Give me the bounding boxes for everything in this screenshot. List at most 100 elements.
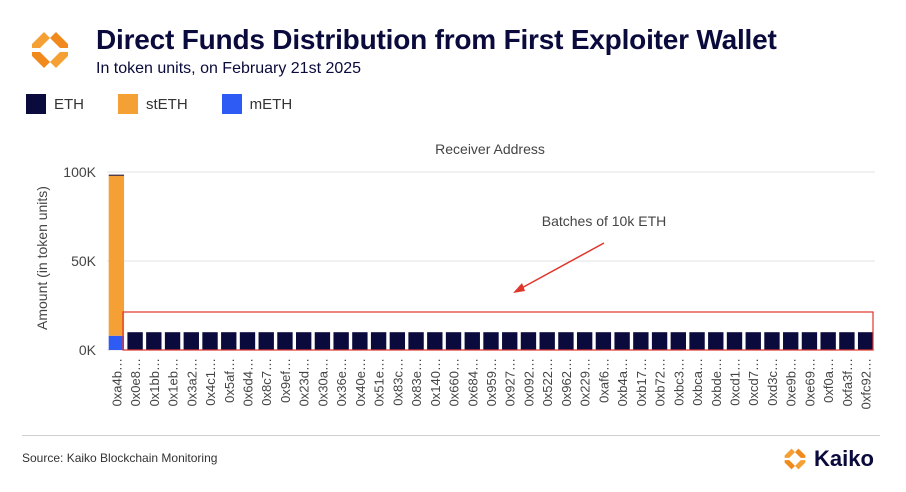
x-tick-label: 0x3a2… [184, 358, 199, 406]
legend-swatch-steth [118, 94, 138, 114]
bar-eth [857, 332, 874, 350]
x-tick-label: 0xcd7… [746, 358, 761, 406]
kaiko-brand-icon [784, 448, 806, 470]
bar-eth [576, 332, 593, 350]
bar-eth [820, 332, 836, 350]
x-tick-label: 0xf0a… [821, 358, 836, 403]
bar-eth [539, 332, 555, 350]
y-axis-label: Amount (in token units) [34, 186, 50, 330]
bar-eth [221, 332, 237, 350]
bar-eth [389, 332, 406, 350]
bar-eth [651, 332, 668, 350]
bar-eth [258, 332, 274, 350]
bar-eth [520, 332, 537, 350]
bar-eth [333, 332, 349, 350]
bar-eth [108, 174, 125, 176]
bars [108, 174, 874, 350]
x-tick-label: 0xaf6… [596, 358, 611, 403]
x-tick-label: 0x092… [521, 358, 536, 406]
x-tick-label: 0x1bb… [147, 358, 162, 406]
bar-eth [745, 332, 761, 350]
legend-swatch-meth [221, 94, 242, 114]
bar-eth [370, 332, 387, 350]
x-tick-label: 0x962… [559, 358, 574, 406]
x-tick-label: 0x229… [578, 358, 593, 406]
bar-eth [352, 332, 368, 350]
x-tick-label: 0xd3c… [765, 358, 780, 406]
x-tick-label: 0x522… [540, 358, 555, 406]
x-tick-label: 0xfc92… [859, 358, 874, 409]
x-tick-label: 0xcd1… [728, 358, 743, 406]
x-tick-label: 0xfa3f… [840, 358, 855, 406]
bar-chart: Receiver Address Amount (in token units)… [34, 141, 875, 409]
y-tick-label: 50K [71, 253, 97, 269]
x-tick-label: 0x660… [447, 358, 462, 406]
y-ticks: 0K 50K 100K [63, 164, 96, 358]
x-tick-label: 0xb72… [653, 358, 668, 406]
bar-steth [108, 175, 125, 336]
x-tick-label: 0x140… [428, 358, 443, 406]
bar-meth [108, 335, 125, 350]
bar-eth [183, 332, 199, 350]
bar-eth [726, 332, 743, 350]
bar-eth [614, 332, 630, 350]
bar-eth [164, 332, 181, 350]
x-tick-label: 0xbde… [709, 358, 724, 406]
bar-eth [427, 332, 443, 350]
x-tick-label: 0xe69… [802, 358, 817, 406]
footer-divider [22, 435, 880, 436]
bar-eth [445, 332, 462, 350]
x-tick-label: 0xbc3… [671, 358, 686, 406]
annotation-text: Batches of 10k ETH [542, 213, 667, 229]
grid-lines [107, 171, 875, 351]
bar-eth [202, 332, 218, 350]
x-tick-label: 0x40e… [353, 358, 368, 406]
bar-eth [708, 332, 724, 350]
x-tick-label: 0x959… [484, 358, 499, 406]
legend-label-meth: mETH [249, 95, 293, 113]
bar-eth [277, 332, 293, 350]
bar-eth [483, 332, 499, 350]
x-tick-label: 0xb17… [634, 358, 649, 406]
bar-eth [127, 332, 143, 350]
legend-item-steth: stETH [118, 94, 188, 114]
x-tick-label: 0x0e8… [128, 358, 143, 406]
bar-eth [670, 332, 686, 350]
annotation-arrowhead [513, 283, 525, 293]
y-tick-label: 0K [79, 342, 97, 358]
annotation-arrow [517, 242, 605, 291]
source-note: Source: Kaiko Blockchain Monitoring [22, 451, 218, 465]
x-tick-label: 0x8c7… [259, 358, 274, 406]
x-tick-label: 0x5af… [222, 358, 237, 403]
legend-item-eth: ETH [26, 94, 84, 114]
x-tick-label: 0x9ef… [278, 358, 293, 403]
x-tick-label: 0x23d… [297, 358, 312, 406]
highlight-box [122, 311, 874, 351]
x-tick-label: 0x1eb… [166, 358, 181, 406]
bar-eth [558, 332, 574, 350]
legend-swatch-eth [26, 94, 46, 114]
bar-eth [595, 332, 612, 350]
x-tick-label: 0x83e… [409, 358, 424, 406]
x-tick-label: 0x927… [503, 358, 518, 406]
x-tick-label: 0x83c… [390, 358, 405, 406]
x-tick-label: 0x36e… [334, 358, 349, 406]
bar-eth [801, 332, 818, 350]
bar-eth [783, 332, 799, 350]
y-tick-label: 100K [63, 164, 96, 180]
page-title: Direct Funds Distribution from First Exp… [96, 24, 777, 55]
bar-eth [764, 332, 780, 350]
page-subtitle: In token units, on February 21st 2025 [96, 60, 362, 77]
bar-eth [408, 332, 424, 350]
x-tick-label: 0xb4a… [615, 358, 630, 406]
x-tick-label: 0x51e… [372, 358, 387, 406]
bar-eth [689, 332, 705, 350]
legend-label-steth: stETH [146, 95, 188, 113]
legend-label-eth: ETH [54, 95, 84, 113]
x-tick-label: 0xe9b… [784, 358, 799, 406]
x-tick-labels: 0xa4b… 0x0e8… 0x1bb… 0x1eb… 0x3a2… 0x4c1… 0x5a… [109, 358, 873, 409]
brand-logo: Kaiko [780, 444, 874, 474]
x-tick-label: 0x6d4… [240, 358, 255, 406]
bar-eth [633, 332, 649, 350]
bar-eth [146, 332, 162, 350]
